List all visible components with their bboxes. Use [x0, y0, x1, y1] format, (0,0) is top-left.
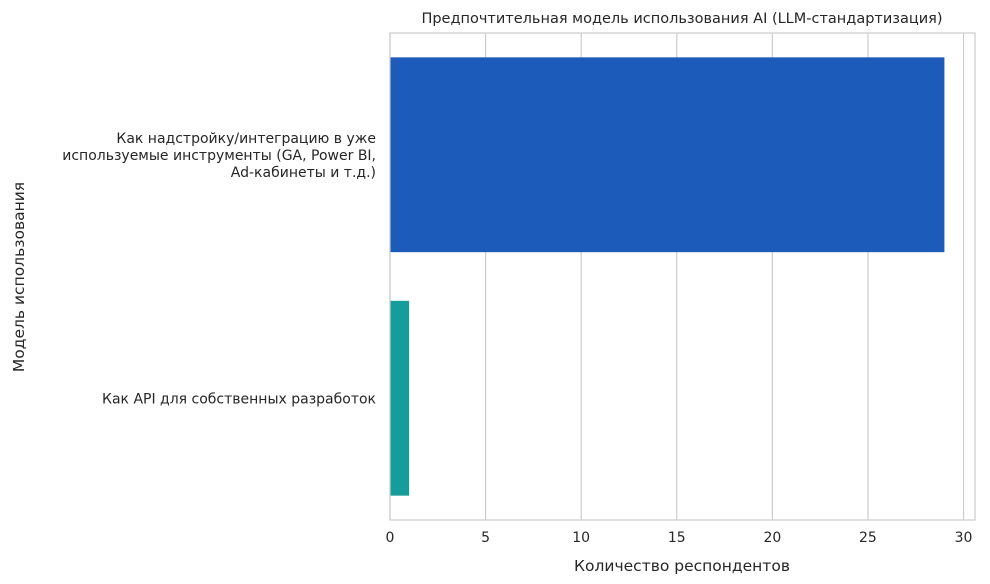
x-tick-label: 15	[668, 530, 686, 546]
bars	[390, 57, 945, 496]
x-axis-label: Количество респондентов	[574, 557, 790, 575]
x-tick-label: 0	[386, 530, 395, 546]
bar	[390, 300, 410, 496]
chart-title: Предпочтительная модель использования AI…	[421, 11, 942, 27]
y-category-label: Как API для собственных разработок	[102, 391, 376, 407]
y-category-label: Ad-кабинеты и т.д.)	[231, 165, 376, 181]
y-category-label: используемые инструменты (GA, Power BI,	[62, 148, 376, 164]
x-tick-label: 25	[859, 530, 877, 546]
y-category-labels: Как надстройку/интеграцию в ужеиспользуе…	[62, 131, 376, 408]
x-tick-labels: 0 5 10 15 20 25 30	[386, 530, 973, 546]
x-tick-label: 5	[481, 530, 490, 546]
bar	[390, 57, 945, 253]
x-tick-label: 20	[763, 530, 781, 546]
x-tick-label: 30	[955, 530, 973, 546]
y-category-label: Как надстройку/интеграцию в уже	[116, 131, 376, 147]
plot-frame	[389, 32, 976, 521]
y-axis-label: Модель использования	[10, 182, 28, 372]
x-tick-label: 10	[572, 530, 590, 546]
